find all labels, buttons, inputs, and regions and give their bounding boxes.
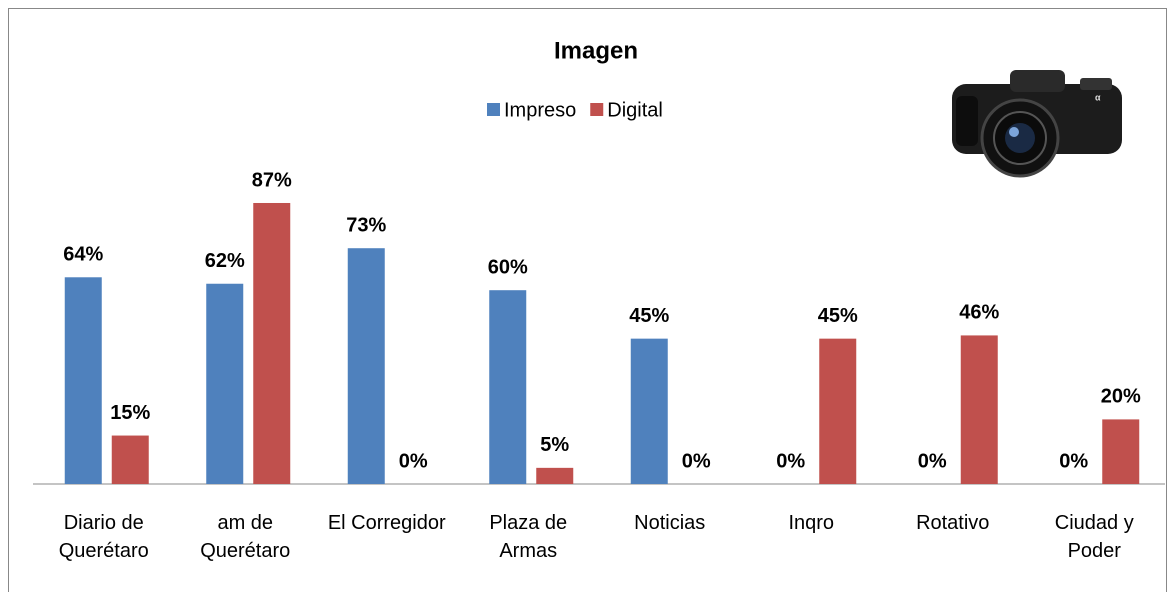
- camera-icon: α: [952, 70, 1122, 178]
- value-label: 45%: [629, 305, 669, 327]
- x-tick-label: am de Querétaro: [200, 512, 291, 562]
- x-tick-label: El Corregidor: [327, 512, 446, 534]
- bar: [536, 467, 574, 484]
- x-tick-label: Noticias: [634, 512, 706, 534]
- x-tick-label: Ciudad y Poder: [1054, 512, 1134, 562]
- chart-title: Imagen: [554, 37, 638, 64]
- legend-label: Impreso: [504, 99, 576, 121]
- value-label: 73%: [346, 214, 386, 236]
- value-label: 46%: [959, 302, 999, 324]
- bar: [960, 335, 998, 484]
- bar: [1102, 419, 1140, 484]
- value-label: 0%: [918, 450, 947, 472]
- value-label: 15%: [110, 402, 150, 424]
- legend-swatch: [590, 103, 604, 116]
- x-tick-label: Inqro: [788, 512, 835, 534]
- value-label: 0%: [682, 450, 711, 472]
- bar: [206, 283, 244, 484]
- value-label: 60%: [488, 256, 528, 278]
- value-label: 0%: [399, 450, 428, 472]
- x-tick-label: Rotativo: [916, 512, 990, 534]
- value-label: 0%: [776, 450, 805, 472]
- bar: [347, 248, 385, 484]
- value-label: 87%: [252, 169, 292, 191]
- legend: Impreso Digital: [487, 99, 663, 121]
- bar: [253, 202, 291, 485]
- value-label: 20%: [1101, 386, 1141, 408]
- bar: [819, 338, 857, 484]
- x-tick-label: Plaza de Armas: [489, 512, 568, 562]
- bar: [64, 277, 102, 484]
- bar: [111, 435, 149, 484]
- value-label: 64%: [63, 244, 103, 266]
- value-label: 62%: [205, 250, 245, 272]
- value-label: 45%: [818, 305, 858, 327]
- legend-swatch: [487, 103, 500, 116]
- value-label: 5%: [540, 434, 569, 456]
- legend-label: Digital: [607, 99, 663, 121]
- bar: [630, 338, 668, 484]
- value-label: 0%: [1059, 450, 1088, 472]
- svg-text:α: α: [1095, 92, 1101, 102]
- x-tick-label: Diario de Querétaro: [58, 512, 149, 562]
- bar: [489, 290, 527, 484]
